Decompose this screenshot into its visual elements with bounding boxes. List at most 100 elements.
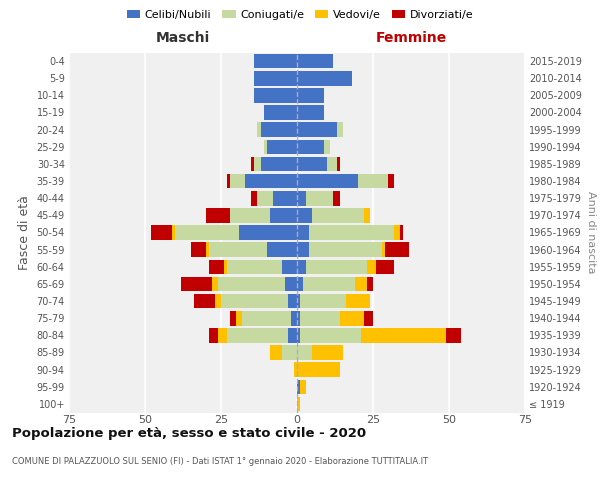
Legend: Celibi/Nubili, Coniugati/e, Vedovi/e, Divorziati/e: Celibi/Nubili, Coniugati/e, Vedovi/e, Di… [122, 6, 478, 25]
Bar [209, 242, 266, 257]
Bar [446, 328, 461, 342]
Bar [288, 328, 297, 342]
Bar [251, 156, 254, 171]
Bar [297, 54, 334, 68]
Bar [221, 294, 288, 308]
Bar [245, 174, 297, 188]
Bar [297, 345, 312, 360]
Bar [297, 362, 340, 377]
Bar [297, 380, 300, 394]
Bar [364, 311, 373, 326]
Bar [254, 156, 260, 171]
Bar [325, 140, 331, 154]
Bar [367, 276, 373, 291]
Bar [340, 311, 364, 326]
Bar [260, 156, 297, 171]
Bar [230, 174, 245, 188]
Bar [194, 294, 215, 308]
Bar [218, 328, 227, 342]
Bar [297, 311, 300, 326]
Text: COMUNE DI PALAZZUOLO SUL SENIO (FI) - Dati ISTAT 1° gennaio 2020 - Elaborazione : COMUNE DI PALAZZUOLO SUL SENIO (FI) - Da… [12, 458, 428, 466]
Bar [212, 276, 218, 291]
Bar [297, 225, 309, 240]
Bar [285, 276, 297, 291]
Text: Maschi: Maschi [156, 32, 210, 46]
Bar [272, 191, 297, 206]
Bar [266, 140, 297, 154]
Bar [306, 260, 367, 274]
Bar [297, 208, 312, 222]
Bar [297, 260, 306, 274]
Bar [260, 122, 297, 137]
Bar [297, 276, 303, 291]
Y-axis label: Anni di nascita: Anni di nascita [586, 191, 596, 274]
Bar [230, 311, 236, 326]
Bar [300, 380, 306, 394]
Bar [209, 328, 218, 342]
Bar [297, 396, 300, 411]
Bar [309, 242, 382, 257]
Bar [297, 328, 300, 342]
Bar [364, 208, 370, 222]
Bar [385, 242, 409, 257]
Bar [297, 294, 300, 308]
Bar [358, 174, 388, 188]
Bar [181, 276, 212, 291]
Bar [151, 225, 172, 240]
Bar [367, 260, 376, 274]
Bar [172, 225, 175, 240]
Bar [242, 311, 291, 326]
Bar [297, 122, 337, 137]
Bar [309, 225, 394, 240]
Bar [266, 242, 297, 257]
Bar [297, 156, 328, 171]
Bar [227, 328, 288, 342]
Bar [230, 208, 269, 222]
Bar [257, 122, 260, 137]
Bar [254, 54, 297, 68]
Bar [312, 208, 364, 222]
Bar [337, 156, 340, 171]
Bar [394, 225, 400, 240]
Bar [297, 140, 325, 154]
Bar [236, 311, 242, 326]
Y-axis label: Fasce di età: Fasce di età [18, 195, 31, 270]
Bar [227, 174, 230, 188]
Bar [227, 260, 282, 274]
Bar [291, 311, 297, 326]
Bar [215, 294, 221, 308]
Bar [337, 122, 343, 137]
Bar [312, 345, 343, 360]
Bar [382, 242, 385, 257]
Bar [206, 242, 209, 257]
Bar [303, 276, 355, 291]
Bar [269, 345, 282, 360]
Bar [263, 105, 297, 120]
Bar [297, 174, 358, 188]
Bar [191, 242, 206, 257]
Bar [297, 191, 306, 206]
Bar [269, 208, 297, 222]
Bar [334, 191, 340, 206]
Bar [254, 88, 297, 102]
Bar [294, 362, 297, 377]
Bar [328, 156, 337, 171]
Bar [346, 294, 370, 308]
Bar [224, 260, 227, 274]
Bar [257, 191, 272, 206]
Bar [263, 140, 266, 154]
Bar [175, 225, 239, 240]
Bar [297, 242, 309, 257]
Bar [218, 276, 285, 291]
Bar [306, 191, 334, 206]
Bar [376, 260, 394, 274]
Bar [209, 260, 224, 274]
Bar [251, 191, 257, 206]
Bar [300, 311, 340, 326]
Bar [254, 71, 297, 86]
Bar [297, 71, 352, 86]
Bar [297, 105, 325, 120]
Bar [361, 328, 446, 342]
Bar [300, 328, 361, 342]
Bar [239, 225, 297, 240]
